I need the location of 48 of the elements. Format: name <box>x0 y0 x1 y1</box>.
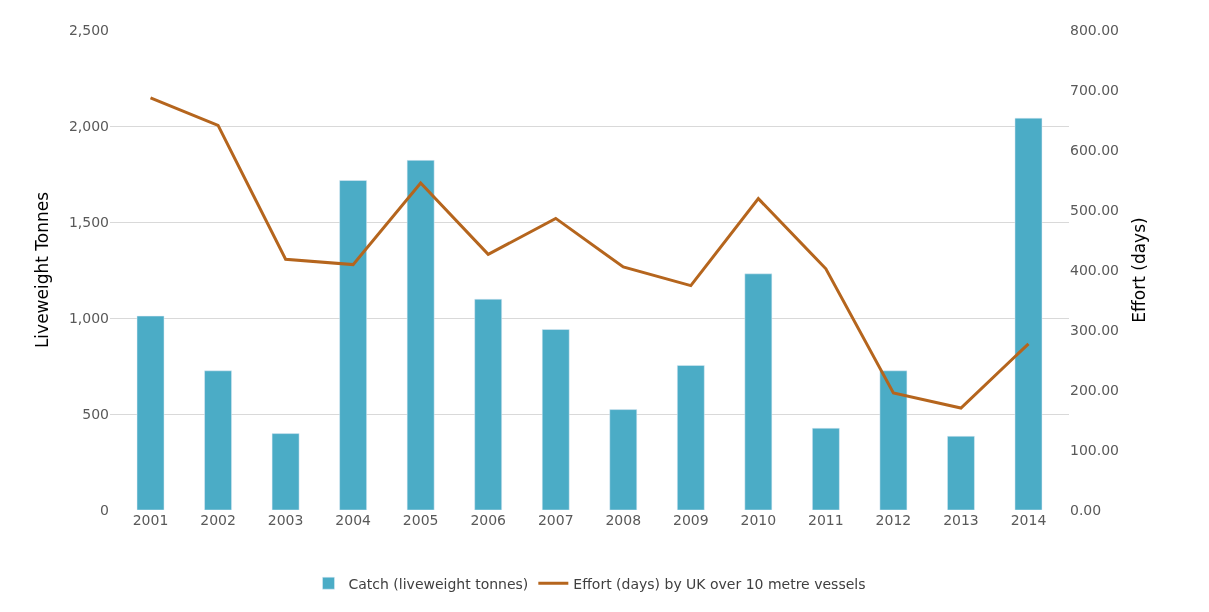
bar <box>474 298 502 510</box>
y2-tick-label: 600.00 <box>1070 141 1119 158</box>
bar <box>1014 117 1043 510</box>
bar <box>609 409 638 510</box>
bar <box>136 315 165 510</box>
y-tick-label: 2,500 <box>68 21 109 38</box>
y-tick-label: 2,000 <box>68 117 109 134</box>
bar <box>677 365 705 510</box>
bar <box>744 273 773 510</box>
y2-tick-label: 800.00 <box>1070 21 1119 38</box>
y-tick-label: 0 <box>100 501 109 518</box>
x-tick-label: 2013 <box>943 512 979 528</box>
x-tick-label: 2008 <box>605 512 642 528</box>
legend-label: Effort (days) by UK over 10 metre vessels <box>573 575 866 592</box>
x-tick-label: 2014 <box>1010 512 1047 528</box>
x-tick-label: 2001 <box>132 512 169 528</box>
y2-axis-title: Effort (days) <box>1129 217 1150 323</box>
y-tick-label: 1,500 <box>68 213 109 230</box>
x-tick-label: 2011 <box>808 512 844 528</box>
x-tick-label: 2010 <box>740 512 777 528</box>
bar <box>879 370 908 510</box>
bar <box>812 427 840 510</box>
y2-tick-label: 200.00 <box>1070 381 1119 398</box>
x-tick-label: 2003 <box>267 512 304 528</box>
bar <box>947 436 975 510</box>
y2-tick-label: 400.00 <box>1070 261 1119 278</box>
y2-tick-label: 700.00 <box>1070 81 1119 98</box>
x-tick-label: 2002 <box>200 512 236 528</box>
y-tick-label: 1,000 <box>68 309 109 326</box>
y2-tick-label: 100.00 <box>1070 441 1119 458</box>
y-tick-label: 500 <box>82 405 109 422</box>
bar <box>541 329 570 510</box>
x-tick-label: 2004 <box>335 512 372 528</box>
line-series <box>149 96 1030 410</box>
y-axis-title: Liveweight Tonnes <box>32 191 53 349</box>
y2-tick-label: 500.00 <box>1070 201 1119 218</box>
legend-label: Catch (liveweight tonnes) <box>348 575 529 592</box>
y2-tick-label: 0.00 <box>1070 501 1102 518</box>
bar <box>339 180 367 510</box>
x-tick-label: 2012 <box>875 512 912 528</box>
x-tick-label: 2007 <box>537 512 574 528</box>
x-tick-label: 2009 <box>672 512 709 528</box>
x-tick-label: 2006 <box>470 512 507 528</box>
bar <box>271 433 300 510</box>
bar <box>406 160 435 510</box>
y2-tick-label: 300.00 <box>1070 321 1119 338</box>
x-tick-label: 2005 <box>402 512 439 528</box>
bar <box>204 370 232 510</box>
